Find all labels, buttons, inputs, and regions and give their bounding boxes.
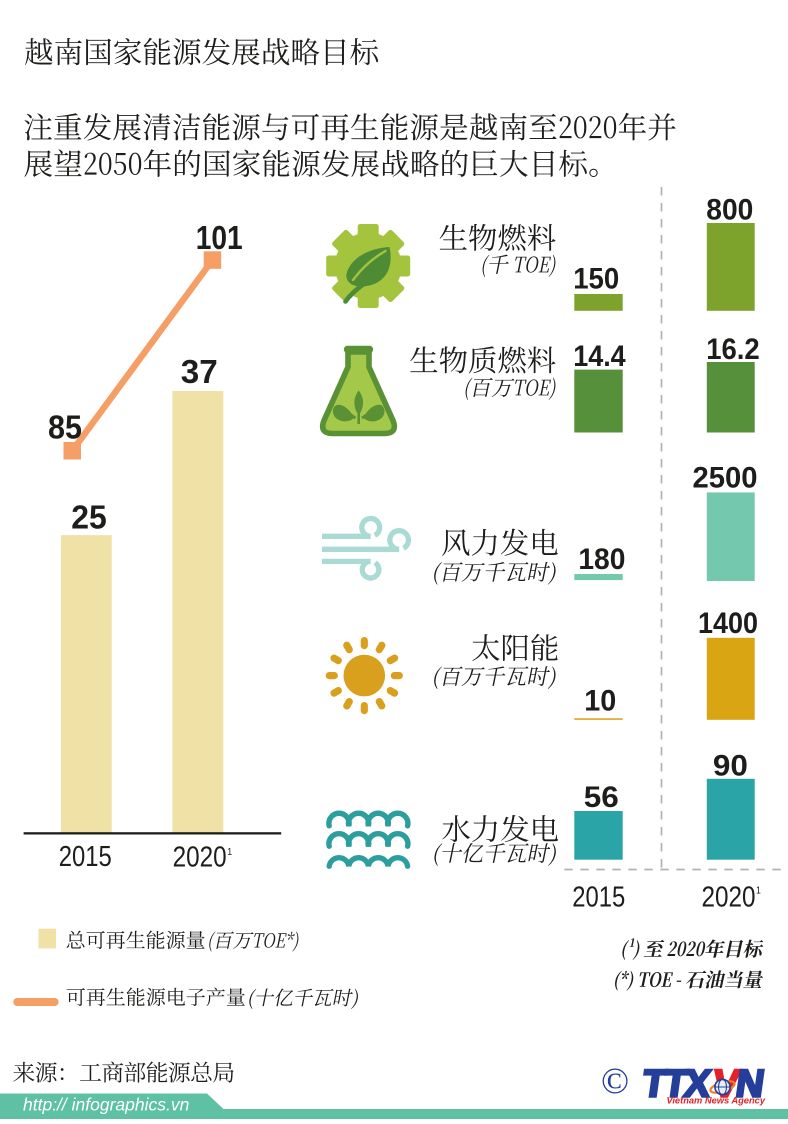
svg-text:10: 10 [584,684,616,717]
svg-text:85: 85 [48,409,82,446]
svg-text:150: 150 [573,263,619,296]
svg-text:2500: 2500 [693,462,758,495]
svg-text:180: 180 [578,543,625,576]
svg-text:800: 800 [706,194,753,227]
svg-text:1400: 1400 [698,607,758,640]
svg-text:37: 37 [181,353,218,390]
svg-text:1: 1 [227,846,232,858]
svg-text:http:// infographics.vn: http:// infographics.vn [23,1094,189,1114]
svg-text:2015: 2015 [59,841,112,873]
svg-text:2020: 2020 [173,842,227,874]
svg-text:©: © [601,1061,629,1102]
svg-text:14.4: 14.4 [573,340,626,373]
svg-text:25: 25 [71,498,107,535]
svg-text:16.2: 16.2 [706,333,760,366]
svg-text:Vietnam News Agency: Vietnam News Agency [666,1096,765,1106]
svg-text:1: 1 [756,885,761,897]
svg-text:TTX: TTX [640,1063,714,1106]
svg-text:90: 90 [713,750,748,783]
svg-text:56: 56 [584,781,619,814]
svg-text:2020: 2020 [702,882,756,914]
svg-text:2015: 2015 [572,882,625,914]
svg-text:101: 101 [196,219,243,256]
